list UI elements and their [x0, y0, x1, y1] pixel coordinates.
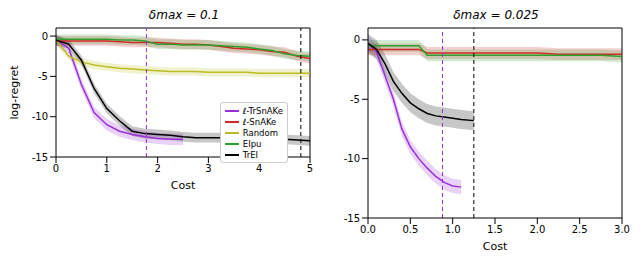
svg-text:1: 1: [104, 163, 110, 174]
svg-text:4: 4: [256, 163, 262, 174]
svg-text:0: 0: [354, 34, 360, 45]
svg-text:1.0: 1.0: [445, 224, 461, 235]
html-text:δmax = 0.1: δmax = 0.1: [148, 8, 220, 22]
svg-text:0.5: 0.5: [402, 224, 418, 235]
svg-text:-15: -15: [32, 152, 48, 163]
svg-text:-10: -10: [344, 153, 360, 164]
html-text:EIpu: EIpu: [242, 138, 262, 149]
svg-text:1.5: 1.5: [487, 224, 503, 235]
svg-text:-10: -10: [32, 111, 48, 122]
html-text:TrEI: TrEI: [242, 149, 259, 160]
svg-text:3.0: 3.0: [614, 224, 630, 235]
svg-text:log-regret: log-regret: [8, 65, 21, 120]
svg-text:0: 0: [53, 163, 59, 174]
html-text:δmax = 0.025: δmax = 0.025: [453, 8, 539, 22]
html-text:ℓ-SnAKe: ℓ-SnAKe: [242, 116, 277, 127]
svg-text:Cost: Cost: [483, 240, 508, 250]
svg-text:2.0: 2.0: [529, 224, 545, 235]
svg-text:2: 2: [154, 163, 160, 174]
svg-text:0.0: 0.0: [360, 224, 376, 235]
svg-text:-5: -5: [350, 94, 360, 105]
html-text:Random: Random: [242, 127, 278, 138]
svg-text:3: 3: [205, 163, 211, 174]
svg-text:5: 5: [307, 163, 313, 174]
svg-text:-15: -15: [344, 213, 360, 224]
svg-text:2.5: 2.5: [572, 224, 588, 235]
html-text:ℓ-TrSnAKe: ℓ-TrSnAKe: [242, 105, 283, 116]
svg-text:Cost: Cost: [171, 179, 196, 192]
svg-text:-5: -5: [38, 71, 48, 82]
svg-text:0: 0: [42, 31, 48, 42]
